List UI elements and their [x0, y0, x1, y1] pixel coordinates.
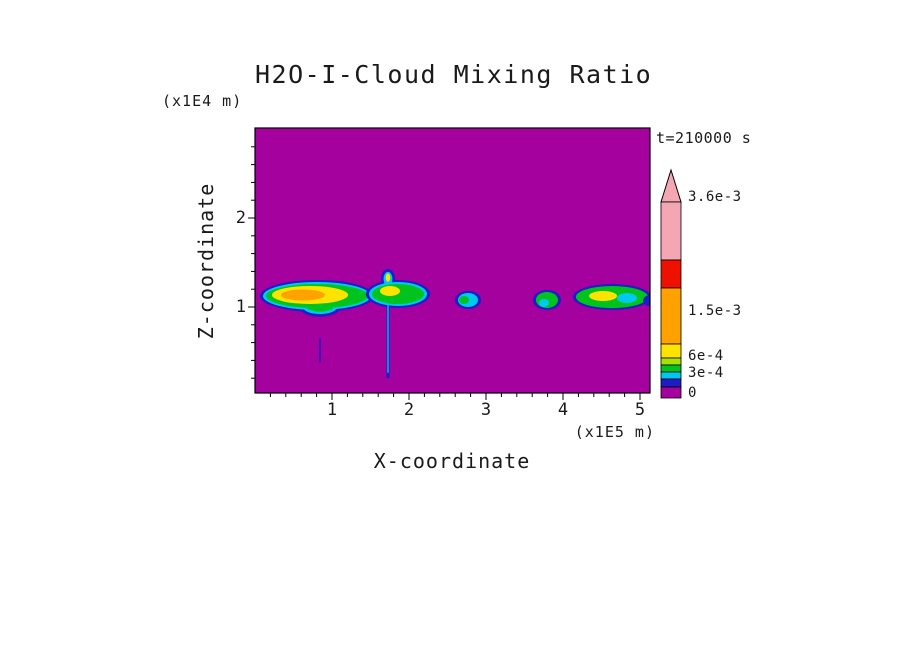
y-axis-label: Z-coordinate [194, 182, 218, 340]
time-annotation: t=210000 s [656, 129, 752, 147]
colorbar-segment-orange [660, 287, 682, 345]
cloud-5 [573, 284, 650, 311]
cloud-contour-orange [280, 289, 325, 301]
colorbar-tick-label: 6e-4 [688, 348, 724, 364]
colorbar-segment-magenta [660, 386, 682, 399]
colorbar-segment-red [660, 259, 682, 289]
cloud-3 [454, 290, 482, 309]
colorbar [660, 168, 682, 399]
cloud-2 [365, 268, 431, 379]
colorbar-segment-pink [660, 201, 682, 261]
colorbar-segment-yellow [660, 343, 682, 359]
x-tick-label: 5 [634, 400, 646, 420]
colorbar-tick-label: 0 [688, 385, 697, 401]
colorbar-overflow-arrow [660, 168, 682, 203]
x-axis-label: X-coordinate [373, 449, 531, 473]
plot-frame [254, 127, 651, 394]
colorbar-tick-label: 3e-4 [688, 365, 724, 381]
x-tick-label: 2 [403, 400, 415, 420]
chart-title: H2O-I-Cloud Mixing Ratio [255, 60, 653, 89]
cloud-1 [260, 279, 374, 363]
colorbar-tick-label: 3.6e-3 [688, 189, 742, 205]
x-tick-label: 4 [557, 400, 569, 420]
cloud-contour-green [458, 295, 469, 304]
cloud-contour-yellow [589, 290, 618, 301]
cloud-contour-yellow [379, 285, 400, 296]
cloud-contour-cyan [538, 298, 549, 307]
cloud-contour-green [371, 284, 425, 304]
plot-background [255, 128, 650, 393]
x-tick-label: 3 [480, 400, 492, 420]
y-tick-label: 2 [235, 208, 246, 228]
colorbar-segment-yellowgreen [660, 357, 682, 366]
colorbar-segment-green [660, 364, 682, 373]
colorbar-segment-cyan [660, 371, 682, 380]
colorbar-segment-navy [660, 378, 682, 388]
cloud-field [260, 268, 650, 379]
x-axis-units-label: (x1E5 m) [574, 423, 655, 441]
colorbar-tick-label: 1.5e-3 [688, 303, 742, 319]
cloud-contour-navy [643, 295, 650, 307]
axis-ticks [248, 146, 641, 400]
y-tick-label: 1 [235, 297, 246, 317]
cloud-4 [532, 290, 561, 310]
y-axis-units-label: (x1E4 m) [162, 92, 243, 110]
cloud-contour-yellow [385, 273, 391, 282]
x-tick-label: 1 [326, 400, 338, 420]
cloud-contour-cyan [616, 293, 637, 303]
